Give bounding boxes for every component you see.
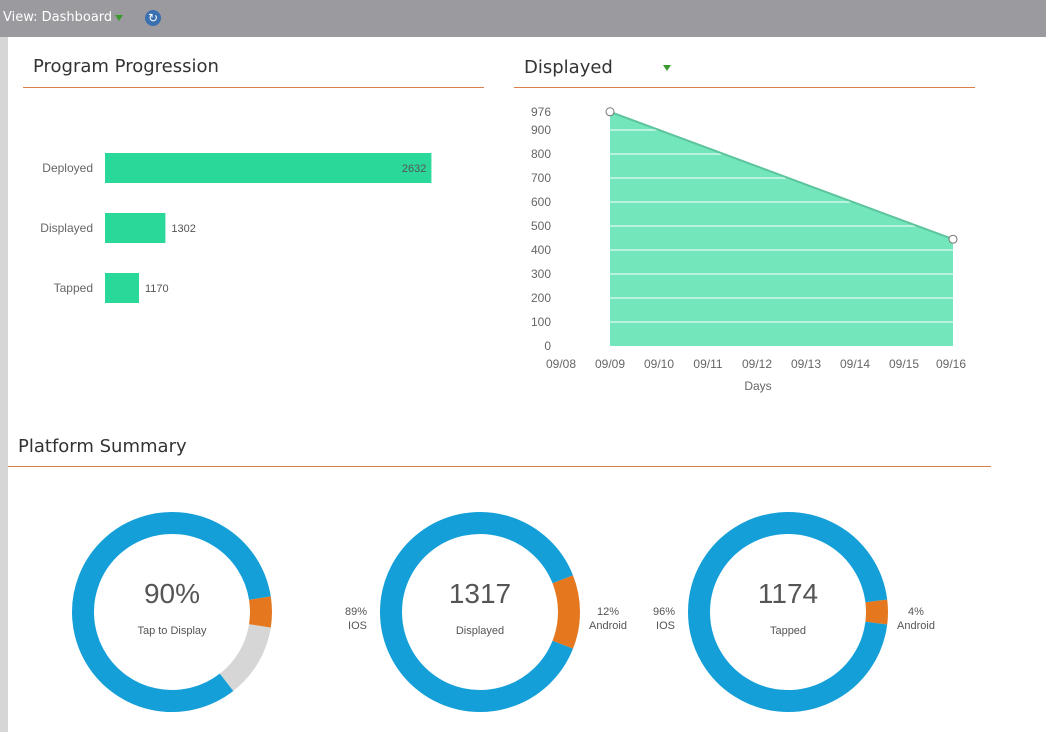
series-line bbox=[609, 110, 954, 241]
refresh-icon[interactable]: ↻ bbox=[145, 10, 161, 26]
bar-category-label: Deployed bbox=[42, 161, 93, 175]
donut-center-label: Tap to Display bbox=[137, 625, 207, 637]
donut-right-label: 12% bbox=[597, 606, 619, 618]
bar-value-label: 1302 bbox=[171, 223, 195, 235]
dropdown-arrow-icon bbox=[115, 14, 124, 21]
data-point bbox=[948, 234, 958, 244]
donut-right-label: Android bbox=[897, 620, 935, 632]
y-tick-label: 700 bbox=[531, 171, 551, 185]
donut-center-label: Displayed bbox=[456, 625, 504, 637]
bar-displayed bbox=[105, 213, 166, 243]
donut-center-label: Tapped bbox=[770, 625, 806, 637]
bar-value-label: 2632 bbox=[402, 163, 426, 175]
x-axis-title: Days bbox=[744, 379, 771, 393]
donut-center-value: 1174 bbox=[758, 578, 818, 609]
donut-segment-blue bbox=[72, 512, 271, 712]
displayed-dropdown-icon[interactable] bbox=[662, 65, 671, 71]
y-tick-label: 800 bbox=[531, 147, 551, 161]
section-title-program-progression: Program Progression bbox=[23, 56, 484, 88]
left-strip bbox=[0, 37, 8, 732]
area-fill bbox=[610, 111, 953, 346]
progression-bar-chart: Deployed 2632 Displayed 1302 Tapped 1170 bbox=[40, 153, 432, 303]
bar-tapped bbox=[105, 273, 139, 303]
y-tick-label: 900 bbox=[531, 123, 551, 137]
section-title-displayed: Displayed bbox=[514, 57, 975, 88]
donut-left-label: IOS bbox=[348, 620, 367, 632]
x-tick-label: 09/11 bbox=[693, 357, 722, 371]
x-tick-label: 09/14 bbox=[840, 357, 870, 371]
donut-segment-android bbox=[552, 575, 580, 649]
y-tick-label: 500 bbox=[531, 219, 551, 233]
y-tick-label: 400 bbox=[531, 243, 551, 257]
donut-segment-orange bbox=[248, 596, 272, 628]
bar-category-label: Tapped bbox=[54, 281, 93, 295]
x-tick-label: 09/16 bbox=[936, 357, 966, 371]
donut-segment-ios bbox=[380, 512, 573, 712]
y-tick-label: 976 bbox=[531, 105, 551, 119]
donut-center-value: 1317 bbox=[449, 578, 511, 609]
y-tick-label: 300 bbox=[531, 267, 551, 281]
platform-donuts: 90% Tap to Display 1317 Displayed 89% IOS 12% A… bbox=[72, 512, 935, 712]
section-title-platform-summary: Platform Summary bbox=[8, 436, 991, 467]
y-tick-label: 100 bbox=[531, 315, 551, 329]
donut-left-label: IOS bbox=[656, 620, 675, 632]
donut-segment-ios bbox=[688, 512, 888, 712]
view-label: View: Dashboard bbox=[3, 10, 113, 25]
displayed-title: Displayed bbox=[524, 57, 613, 78]
x-tick-label: 09/12 bbox=[742, 357, 772, 371]
x-tick-label: 09/13 bbox=[791, 357, 821, 371]
donut-center-value: 90% bbox=[144, 578, 200, 609]
view-selector[interactable]: View: Dashboard bbox=[3, 10, 124, 25]
bar-category-label: Displayed bbox=[40, 221, 93, 235]
bar-value-label: 1170 bbox=[145, 283, 169, 295]
donut-left-label: 89% bbox=[345, 606, 367, 618]
donut-right-label: Android bbox=[589, 620, 627, 632]
y-tick-label: 600 bbox=[531, 195, 551, 209]
x-tick-label: 09/15 bbox=[889, 357, 919, 371]
donut-left-label: 96% bbox=[653, 606, 675, 618]
x-tick-label: 09/10 bbox=[644, 357, 674, 371]
x-tick-label: 09/09 bbox=[595, 357, 625, 371]
data-point bbox=[605, 107, 615, 117]
donut-segment-gray bbox=[219, 623, 271, 692]
donut-segment-android bbox=[865, 599, 888, 625]
top-bar: View: Dashboard ↻ bbox=[0, 0, 1046, 37]
donut-right-label: 4% bbox=[908, 606, 924, 618]
bar-deployed bbox=[105, 153, 432, 183]
displayed-area-chart: 0 100 200 300 400 500 600 700 800 900 976 09/08 09/0… bbox=[531, 105, 966, 393]
y-tick-label: 0 bbox=[544, 339, 551, 353]
y-tick-label: 200 bbox=[531, 291, 551, 305]
x-tick-label: 09/08 bbox=[546, 357, 576, 371]
